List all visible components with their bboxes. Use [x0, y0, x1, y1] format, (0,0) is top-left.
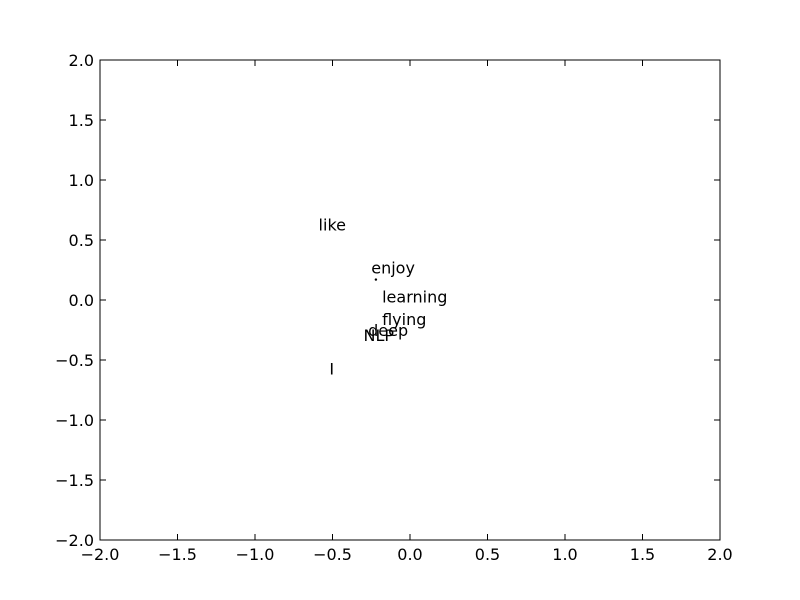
point-label-nlp: NLP — [364, 326, 395, 345]
y-tick-label: 2.0 — [69, 51, 94, 70]
x-tick-label: 1.0 — [552, 545, 577, 564]
point-label-enjoy: enjoy — [371, 259, 415, 278]
x-tick-label: 2.0 — [707, 545, 732, 564]
y-tick-label: 0.0 — [69, 291, 94, 310]
y-tick-label: 1.0 — [69, 171, 94, 190]
y-tick-label: −1.5 — [55, 471, 94, 490]
point-label-deep: deep — [368, 321, 408, 340]
x-tick-label: 0.0 — [397, 545, 422, 564]
y-tick-label: −2.0 — [55, 531, 94, 550]
point-marker — [374, 278, 378, 281]
point-label-learning: learning — [382, 287, 447, 306]
x-tick-labels: −2.0 −1.5 −1.0 −0.5 0.0 0.5 1.0 1.5 2.0 — [81, 545, 733, 564]
x-tick-label: −1.0 — [236, 545, 275, 564]
axis-ticks — [99, 59, 721, 541]
x-tick-label: −2.0 — [81, 545, 120, 564]
y-tick-labels: 2.0 1.5 1.0 0.5 0.0 −0.5 −1.0 −1.5 −2.0 — [55, 51, 94, 550]
x-tick-label: 1.5 — [630, 545, 655, 564]
y-tick-label: 1.5 — [69, 111, 94, 130]
y-tick-label: 0.5 — [69, 231, 94, 250]
y-tick-label: −0.5 — [55, 351, 94, 370]
point-label-flying: flying — [382, 310, 426, 329]
x-tick-label: 0.5 — [475, 545, 500, 564]
point-label-like: like — [319, 215, 346, 234]
y-tick-label: −1.0 — [55, 411, 94, 430]
point-label-i: I — [329, 359, 334, 378]
x-tick-label: −0.5 — [313, 545, 352, 564]
x-tick-label: −1.5 — [158, 545, 197, 564]
plot-area — [99, 59, 721, 541]
